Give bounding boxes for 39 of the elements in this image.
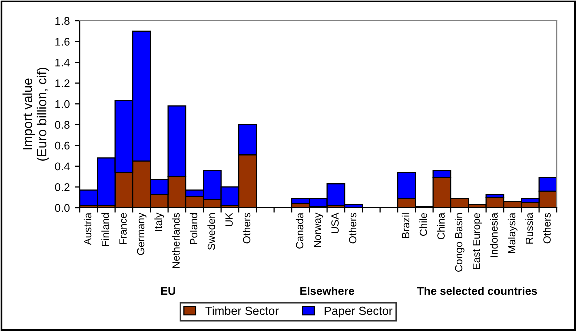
x-tick-label: Germany: [137, 212, 147, 256]
x-tick-label: Others: [543, 213, 551, 244]
x-tick-label: Chile: [420, 213, 428, 236]
y-tick-label: 1.6: [56, 38, 70, 46]
y-tick-label: 1.0: [56, 100, 70, 108]
legend-label: Paper Sector: [324, 306, 393, 318]
x-tick-label: Brazil: [402, 214, 410, 238]
y-axis-title: Import value (Euro billion, cif): [22, 68, 50, 161]
text: EU: [161, 287, 176, 296]
x-tick-label: Canada: [296, 212, 304, 249]
x-tick-label: Sweden: [208, 214, 216, 250]
y-tick-label: 0.8: [55, 121, 70, 130]
y-tick-label: 1.8: [56, 17, 70, 26]
text: Elsewhere: [300, 286, 354, 296]
x-tick-label: Others: [242, 213, 251, 244]
x-tick-label: Others: [348, 213, 357, 244]
x-tick-label: USA: [332, 212, 339, 234]
y-tick-label: 1.4: [56, 58, 70, 67]
x-tick-label: Indonesia: [490, 212, 498, 258]
x-tick-label: Malaysia: [508, 212, 518, 254]
y-tick-label: 0.6: [55, 142, 70, 150]
x-tick-label: Netherlands: [172, 213, 180, 268]
legend-label: Timber Sector: [206, 306, 279, 316]
y-tick-label: 0.4: [55, 162, 70, 171]
y-tick-label: 0.2: [55, 183, 70, 192]
x-tick-label: Russia: [526, 212, 534, 244]
y-tick-label: 0.0: [55, 204, 70, 212]
x-tick-label: China: [437, 212, 445, 240]
x-tick-label: Finland: [102, 214, 110, 246]
x-tick-label: Congo Basin: [454, 214, 465, 272]
x-tick-label: Italy: [154, 212, 164, 231]
x-tick-label: East Europe: [473, 213, 482, 270]
y-tick-label: 1.2: [56, 80, 70, 88]
x-tick-label: Poland: [190, 214, 198, 244]
x-tick-label: UK: [226, 212, 233, 227]
x-tick-label: France: [120, 213, 127, 244]
text: The selected countries: [417, 286, 538, 296]
x-tick-label: Austria: [84, 212, 92, 246]
x-tick-label: Norway: [314, 212, 324, 248]
